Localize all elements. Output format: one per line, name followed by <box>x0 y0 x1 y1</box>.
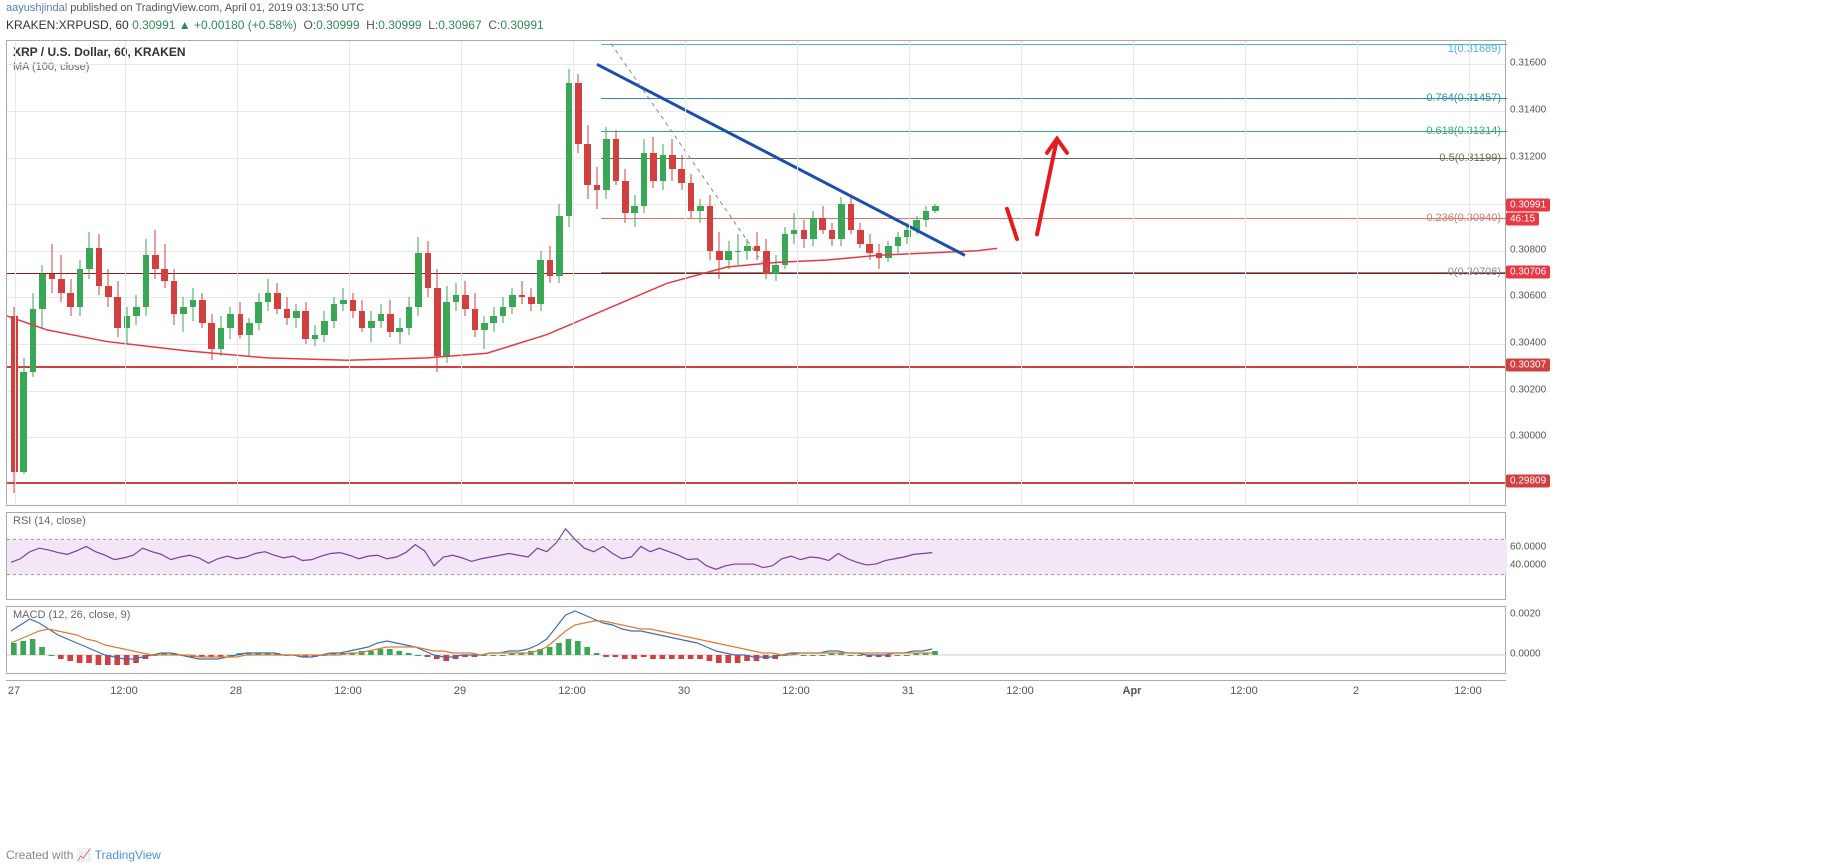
last-price: 0.30991 <box>132 18 175 32</box>
rsi-pane[interactable]: RSI (14, close) <box>6 512 1506 600</box>
macd-axis: 0.00200.0000 <box>1506 606 1568 674</box>
footer: Created with 📈 TradingView <box>6 848 161 862</box>
price-chart[interactable]: XRP / U.S. Dollar, 60, KRAKEN MA (100, c… <box>6 40 1506 506</box>
macd-pane[interactable]: MACD (12, 26, close, 9) <box>6 606 1506 674</box>
price-change: +0.00180 (+0.58%) <box>194 18 297 32</box>
ohlc-h: 0.30999 <box>378 18 421 32</box>
ohlc-o: 0.30999 <box>316 18 359 32</box>
price-axis: 0.316000.314000.312000.310000.308000.306… <box>1506 40 1568 506</box>
publish-info: aayushjindal published on TradingView.co… <box>6 2 364 14</box>
symbol-text: KRAKEN:XRPUSD, 60 <box>6 18 129 32</box>
footer-text: Created with <box>6 848 77 862</box>
rsi-axis: 60.000040.0000 <box>1506 512 1568 600</box>
ohlc-l: 0.30967 <box>438 18 481 32</box>
brand-text: 📈 TradingView <box>77 848 161 862</box>
publish-text: published on TradingView.com, April 01, … <box>67 2 364 14</box>
author-name: aayushjindal <box>6 2 67 14</box>
time-axis: 2712:002812:002912:003012:003112:00Apr12… <box>6 680 1506 704</box>
symbol-line: KRAKEN:XRPUSD, 60 0.30991 ▲ +0.00180 (+0… <box>6 18 544 32</box>
ohlc-c: 0.30991 <box>500 18 543 32</box>
